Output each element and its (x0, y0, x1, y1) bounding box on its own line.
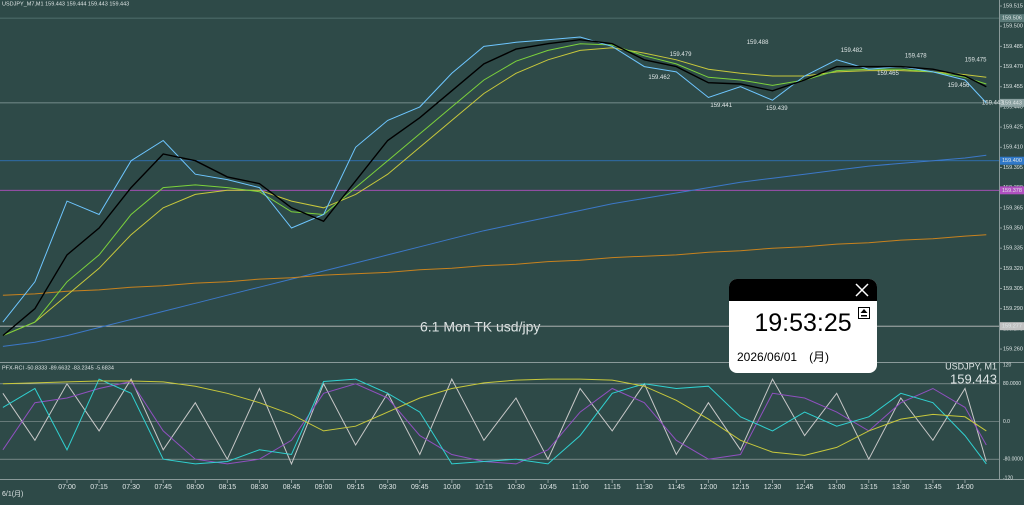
x-tick-label: 09:00 (315, 484, 333, 491)
indicator-tick-label: 120 (1003, 362, 1012, 368)
symbol-label: USDJPY, M1 (945, 361, 997, 371)
indicator-tick-label: 80.0000 (1003, 381, 1021, 387)
x-tick-label: 07:15 (90, 484, 108, 491)
x-tick-label: 12:00 (700, 484, 718, 491)
x-tick-label: 09:15 (347, 484, 365, 491)
indicator-title: PFX-RCI -50.8333 -89.6632 -83.2345 -5.68… (2, 365, 114, 371)
indicator-tick-label: 0.0 (1003, 419, 1010, 425)
price-annotation: 159.482 (841, 48, 863, 54)
pin-button[interactable] (858, 307, 870, 319)
date-label: 6/1(月) (2, 490, 23, 498)
x-tick-label: 12:30 (764, 484, 782, 491)
y-tick-label: 159.485 (1003, 44, 1023, 50)
x-tick-label: 08:45 (283, 484, 301, 491)
clock-titlebar (729, 279, 877, 301)
series-line (2, 36, 987, 323)
series-line (2, 38, 987, 337)
y-tick-label: 159.320 (1003, 266, 1023, 272)
price-level-label: 159.400 (1002, 158, 1022, 164)
last-price: 159.443 (950, 371, 997, 386)
price-level-label: 159.378 (1002, 188, 1022, 194)
indicator-tick-label: -80.0000 (1003, 456, 1023, 462)
x-tick-label: 07:30 (122, 484, 140, 491)
price-level-box (1000, 322, 1024, 331)
y-tick-label: 159.470 (1003, 64, 1023, 70)
x-tick-label: 11:15 (604, 484, 621, 491)
price-level-label: 159.506 (1002, 16, 1022, 22)
price-annotation: 159.478 (905, 53, 927, 59)
series-line (2, 377, 987, 466)
series-line (2, 378, 987, 465)
x-tick-label: 08:15 (219, 484, 237, 491)
price-level-box (1000, 98, 1024, 107)
price-annotation: 159.479 (670, 52, 692, 58)
price-annotation: 159.475 (965, 57, 987, 63)
x-tick-label: 13:30 (892, 484, 910, 491)
y-tick-label: 159.305 (1003, 286, 1023, 292)
series-line (2, 43, 987, 337)
x-tick-label: 13:45 (924, 484, 942, 491)
x-tick-label: 10:00 (443, 484, 461, 491)
y-tick-label: 159.425 (1003, 125, 1023, 131)
x-tick-label: 08:30 (251, 484, 269, 491)
y-tick-label: 159.455 (1003, 84, 1023, 90)
x-tick-label: 11:00 (572, 484, 589, 491)
watermark: 6.1 Mon TK usd/jpy (420, 319, 540, 335)
x-tick-label: 12:45 (796, 484, 814, 491)
y-tick-label: 159.335 (1003, 246, 1023, 252)
price-level-box (1000, 186, 1024, 195)
x-tick-label: 13:00 (828, 484, 846, 491)
y-tick-label: 159.365 (1003, 205, 1023, 211)
price-annotation: 159.441 (710, 103, 732, 109)
price-annotation: 159.443 (982, 100, 1004, 106)
clock-date-row: 2026/06/01 (月) (737, 348, 829, 365)
series-line (2, 378, 987, 456)
indicator-tick-label: -120 (1003, 475, 1013, 481)
y-tick-label: 159.290 (1003, 306, 1023, 312)
price-annotation: 159.465 (877, 71, 899, 77)
y-tick-label: 159.350 (1003, 225, 1023, 231)
y-tick-label: 159.395 (1003, 165, 1023, 171)
y-tick-label: 159.500 (1003, 24, 1023, 30)
y-tick-label: 159.260 (1003, 347, 1023, 353)
price-level-box (1000, 156, 1024, 165)
close-button[interactable] (855, 283, 869, 297)
x-tick-label: 07:00 (58, 484, 76, 491)
y-tick-label: 159.515 (1003, 3, 1023, 9)
y-tick-label: 159.440 (1003, 104, 1023, 110)
price-level-label: 159.443 (1002, 100, 1022, 106)
x-tick-label: 13:15 (860, 484, 878, 491)
series-line (2, 380, 987, 465)
price-annotation: 159.439 (766, 106, 788, 112)
x-tick-label: 10:15 (475, 484, 493, 491)
x-tick-label: 09:30 (379, 484, 397, 491)
chart-header: USDJPY_M7,M1 159.443 159.444 159.443 159… (2, 1, 129, 7)
x-tick-label: 11:30 (636, 484, 653, 491)
y-tick-label: 159.410 (1003, 145, 1023, 151)
x-tick-label: 14:00 (956, 484, 974, 491)
x-tick-label: 07:45 (154, 484, 172, 491)
clock-widget: 19:53:25 2026/06/01 (月) (729, 279, 877, 373)
x-tick-label: 08:00 (187, 484, 205, 491)
price-level-label: 159.277 (1002, 324, 1022, 330)
x-tick-label: 10:45 (539, 484, 557, 491)
series-line (2, 154, 987, 347)
series-line (2, 234, 987, 296)
x-tick-label: 10:30 (507, 484, 525, 491)
price-annotation: 159.462 (648, 75, 670, 81)
price-annotation: 159.456 (948, 83, 970, 89)
x-tick-label: 12:15 (732, 484, 750, 491)
x-tick-label: 11:45 (668, 484, 685, 491)
price-annotation: 159.488 (747, 40, 769, 46)
clock-time: 19:53:25 (754, 309, 852, 337)
x-tick-label: 09:45 (411, 484, 429, 491)
clock-date: 2026/06/01 (737, 350, 798, 364)
price-level-box (1000, 14, 1024, 23)
clock-weekday: (月) (809, 350, 830, 364)
